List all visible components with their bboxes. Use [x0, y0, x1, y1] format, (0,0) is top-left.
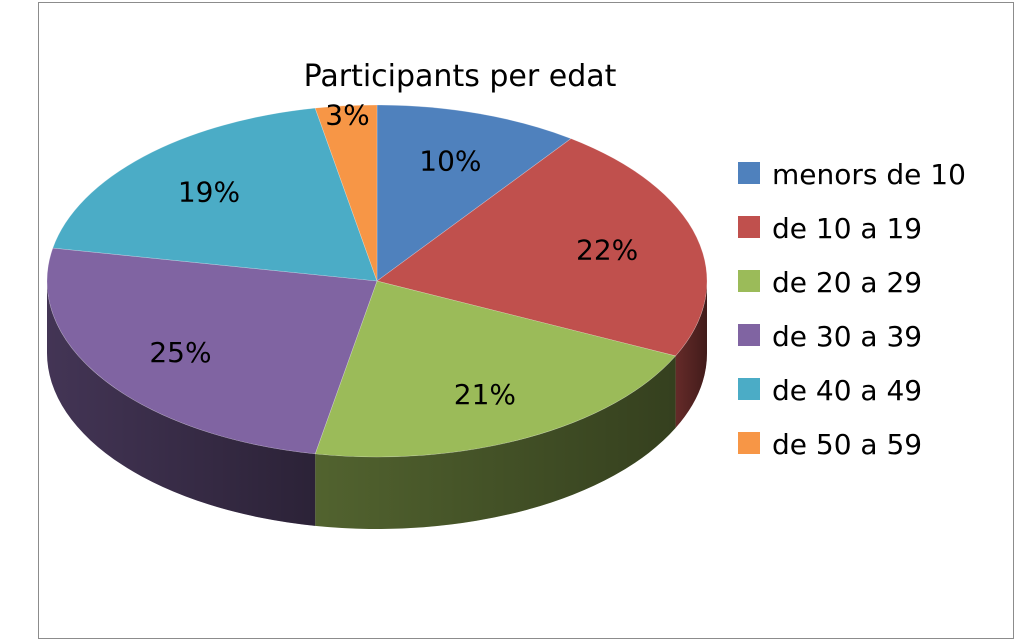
chart-legend: menors de 10 de 10 a 19 de 20 a 29 de 30 a … [738, 158, 966, 461]
chart-title: Participants per edat [304, 59, 617, 94]
data-label-de-30-a-39: 25% [149, 336, 211, 369]
data-label-de-20-a-29: 21% [454, 378, 516, 411]
pie-slices [46, 104, 708, 458]
data-label-menors-de-10: 10% [419, 144, 481, 177]
pie-sides [47, 281, 707, 530]
slice-side-shading-de-10-a-19 [675, 281, 707, 428]
slice-de-40-a-49[interactable] [52, 107, 378, 282]
slice-side-shading-de-20-a-29 [315, 355, 676, 530]
pie-data-labels: 10% 22% 21% 25% 19% 3% [149, 99, 638, 411]
data-label-de-40-a-49: 19% [178, 175, 240, 208]
slice-de-20-a-29[interactable] [314, 280, 677, 458]
legend-label-de-10-a-19: de 10 a 19 [772, 212, 922, 245]
legend-label-de-30-a-39: de 30 a 39 [772, 320, 922, 353]
slice-menors-de-10[interactable] [376, 104, 572, 282]
legend-label-menors-de-10: menors de 10 [772, 158, 966, 191]
legend-swatch-de-40-a-49 [738, 378, 760, 400]
legend-swatch-de-50-a-59 [738, 432, 760, 454]
legend-swatch-de-10-a-19 [738, 216, 760, 238]
legend-label-de-20-a-29: de 20 a 29 [772, 266, 922, 299]
legend-label-de-50-a-59: de 50 a 59 [772, 428, 922, 461]
legend-swatch-de-30-a-39 [738, 324, 760, 346]
legend-swatch-de-20-a-29 [738, 270, 760, 292]
legend-swatch-menors-de-10 [738, 162, 760, 184]
data-label-de-50-a-59: 3% [325, 99, 369, 132]
data-label-de-10-a-19: 22% [576, 233, 638, 266]
slice-de-10-a-19[interactable] [376, 138, 708, 357]
slice-side-shading-de-30-a-39 [47, 281, 316, 526]
slice-de-50-a-59[interactable] [314, 104, 378, 282]
legend-label-de-40-a-49: de 40 a 49 [772, 374, 922, 407]
slice-de-30-a-39[interactable] [46, 247, 378, 455]
